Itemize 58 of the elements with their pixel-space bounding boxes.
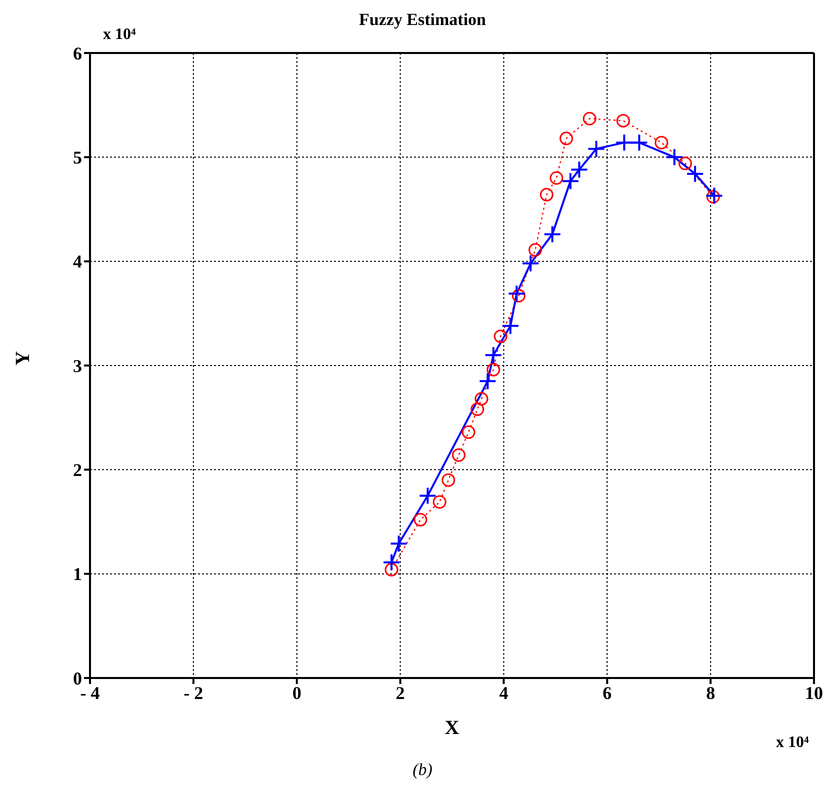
text: x 10⁴	[776, 734, 809, 752]
point	[462, 425, 476, 439]
point	[432, 495, 446, 509]
point	[587, 140, 606, 158]
point	[705, 186, 724, 205]
point	[382, 553, 400, 572]
point	[486, 362, 500, 376]
x-tick-label: 8	[706, 682, 716, 703]
y-tick-label: 5	[73, 148, 82, 168]
point	[442, 473, 456, 487]
x-axis-title: X	[444, 717, 460, 739]
point	[384, 562, 398, 576]
y-tick-label: 3	[73, 356, 82, 376]
point	[522, 254, 540, 272]
x-tick-label: 0	[292, 682, 302, 703]
point	[615, 134, 634, 152]
point	[678, 156, 692, 170]
point	[543, 225, 562, 244]
point	[561, 172, 580, 190]
point	[452, 448, 466, 462]
y-tick-label: 4	[73, 252, 82, 272]
text: (b)	[412, 760, 434, 780]
y-tick-label: 1	[73, 564, 82, 584]
x-tick-label: - 4	[80, 682, 100, 703]
point	[512, 288, 526, 302]
point	[508, 284, 526, 303]
y-tick-label: 0	[73, 668, 82, 688]
y-tick-label: 6	[73, 43, 82, 64]
point	[418, 486, 437, 505]
point	[540, 188, 554, 202]
point	[494, 330, 508, 344]
chart-title: Fuzzy Estimation	[358, 10, 486, 29]
point	[654, 136, 668, 150]
point	[474, 392, 488, 406]
point	[570, 160, 588, 179]
point	[478, 372, 497, 390]
point	[528, 243, 542, 257]
point	[550, 171, 564, 185]
x-tick-label: 4	[499, 682, 508, 703]
point	[470, 402, 484, 416]
x-tick-label: 6	[602, 682, 612, 703]
point	[630, 134, 648, 152]
point	[484, 346, 502, 364]
point	[706, 190, 720, 204]
point	[582, 112, 596, 126]
point	[390, 534, 408, 553]
x-tick-label: 10	[805, 682, 823, 703]
x-tick-label: - 2	[184, 682, 204, 703]
y-tick-label: 2	[73, 460, 82, 480]
x-tick-label: 2	[396, 682, 405, 703]
point	[414, 512, 428, 526]
text: x 10⁴	[103, 26, 136, 44]
point	[501, 316, 520, 335]
point	[616, 114, 630, 128]
point	[686, 164, 704, 183]
y-axis-title: Y	[12, 350, 34, 366]
point	[665, 148, 684, 166]
point	[560, 132, 574, 146]
